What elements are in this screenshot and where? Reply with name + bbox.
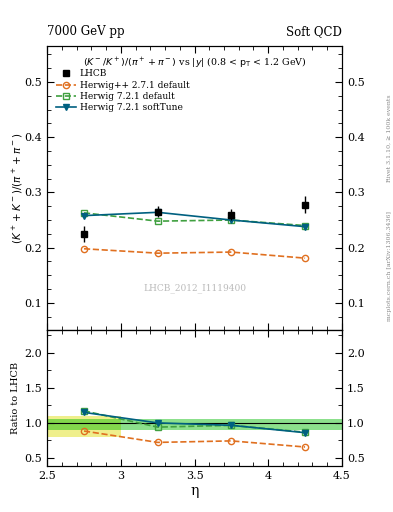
Text: 7000 GeV pp: 7000 GeV pp	[47, 26, 125, 38]
Text: Rivet 3.1.10, ≥ 100k events: Rivet 3.1.10, ≥ 100k events	[387, 94, 391, 182]
Bar	[47, 419, 342, 430]
Y-axis label: Ratio to LHCB: Ratio to LHCB	[11, 362, 20, 434]
Text: mcplots.cern.ch [arXiv:1306.3436]: mcplots.cern.ch [arXiv:1306.3436]	[387, 211, 391, 321]
Bar	[47, 416, 121, 437]
Text: $(K^-/K^+)/(\pi^++\pi^-)$ vs $|y|$ (0.8 < $\mathrm{p_T}$ < 1.2 GeV): $(K^-/K^+)/(\pi^++\pi^-)$ vs $|y|$ (0.8 …	[83, 55, 307, 69]
Text: Soft QCD: Soft QCD	[286, 26, 342, 38]
Legend: LHCB, Herwig++ 2.7.1 default, Herwig 7.2.1 default, Herwig 7.2.1 softTune: LHCB, Herwig++ 2.7.1 default, Herwig 7.2…	[55, 68, 191, 114]
Text: $(K^+ + K^-)/(\pi^+ + \pi^-)$: $(K^+ + K^-)/(\pi^+ + \pi^-)$	[11, 133, 25, 244]
Text: LHCB_2012_I1119400: LHCB_2012_I1119400	[143, 283, 246, 293]
X-axis label: η: η	[190, 483, 199, 498]
